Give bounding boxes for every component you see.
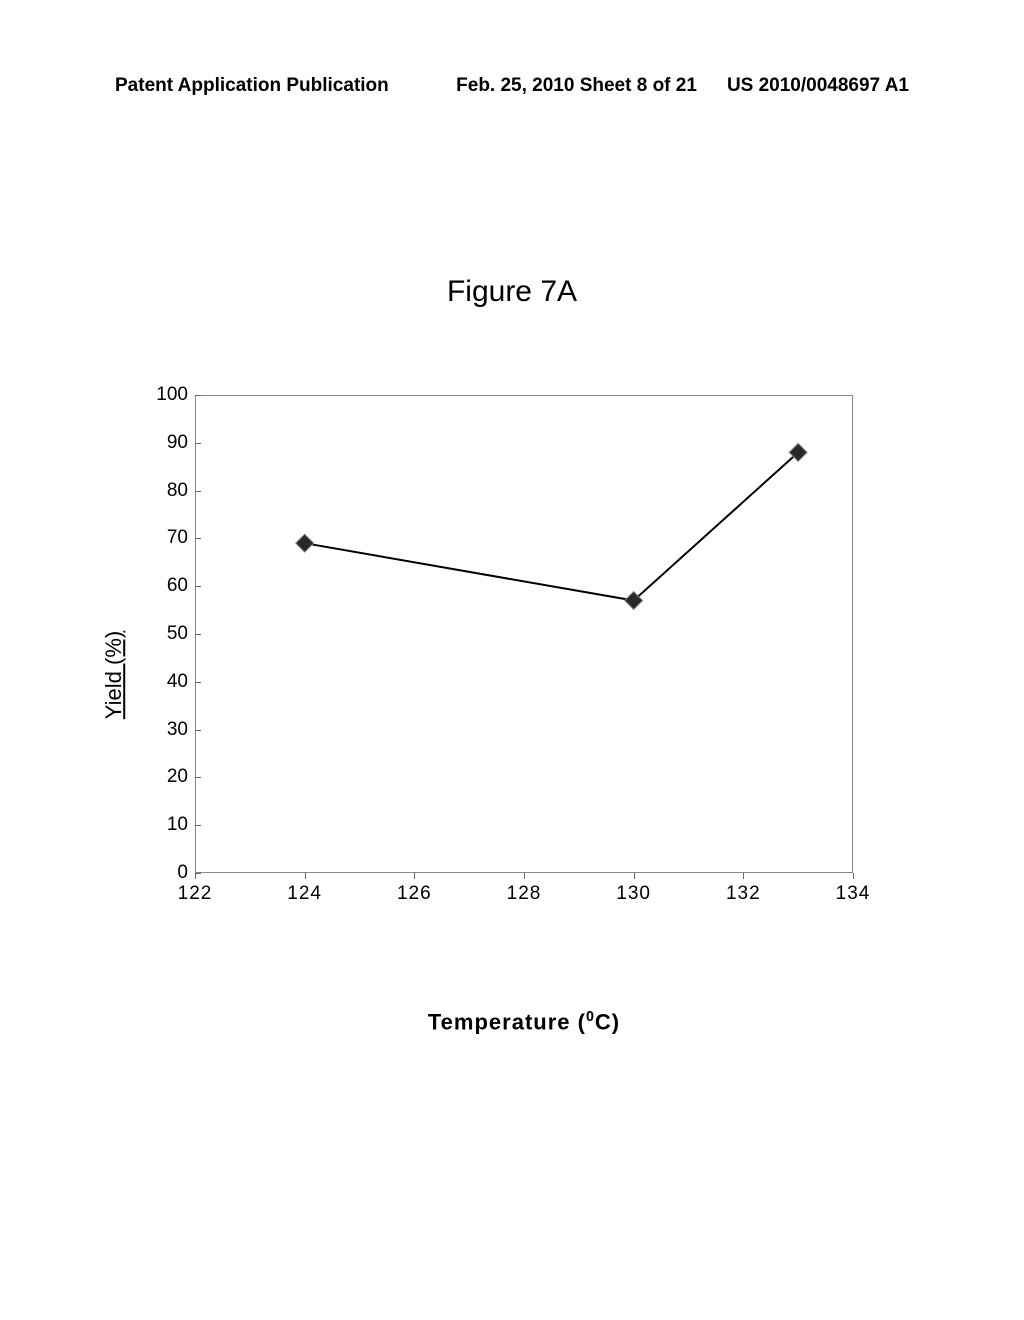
header-center: Feb. 25, 2010 Sheet 8 of 21: [456, 75, 697, 97]
y-tick-mark: [195, 586, 201, 587]
header-left: Patent Application Publication: [115, 75, 389, 97]
y-tick-label: 30: [138, 719, 188, 741]
x-tick-mark: [853, 873, 854, 879]
x-tick-label: 134: [828, 883, 878, 905]
y-tick-label: 100: [138, 384, 188, 406]
y-tick-mark: [195, 682, 201, 683]
x-tick-label: 126: [389, 883, 439, 905]
y-tick-mark: [195, 634, 201, 635]
header-right: US 2010/0048697 A1: [727, 75, 909, 97]
header-right-group: Feb. 25, 2010 Sheet 8 of 21 US 2010/0048…: [456, 75, 909, 97]
y-tick-mark: [195, 395, 201, 396]
y-tick-mark: [195, 825, 201, 826]
x-tick-mark: [634, 873, 635, 879]
x-tick-mark: [305, 873, 306, 879]
x-tick-mark: [414, 873, 415, 879]
y-tick-mark: [195, 777, 201, 778]
chart-data-svg: [195, 395, 853, 873]
y-tick-mark: [195, 538, 201, 539]
y-tick-label: 90: [138, 432, 188, 454]
x-tick-mark: [195, 873, 196, 879]
x-tick-label: 122: [170, 883, 220, 905]
y-tick-mark: [195, 443, 201, 444]
x-tick-label: 130: [609, 883, 659, 905]
chart-line: [305, 452, 799, 600]
x-tick-mark: [743, 873, 744, 879]
x-tick-mark: [524, 873, 525, 879]
yield-temperature-chart: Yield (%) 0102030405060708090100 1221241…: [120, 395, 890, 955]
x-tick-label: 124: [280, 883, 330, 905]
y-tick-mark: [195, 730, 201, 731]
y-tick-label: 20: [138, 766, 188, 788]
x-tick-label: 128: [499, 883, 549, 905]
y-tick-label: 0: [138, 862, 188, 884]
y-axis-label: Yield (%): [101, 631, 127, 719]
y-tick-mark: [195, 491, 201, 492]
y-tick-label: 70: [138, 527, 188, 549]
y-tick-label: 80: [138, 480, 188, 502]
data-marker: [296, 534, 314, 552]
y-tick-label: 40: [138, 671, 188, 693]
y-tick-label: 60: [138, 575, 188, 597]
y-tick-label: 10: [138, 814, 188, 836]
y-tick-label: 50: [138, 623, 188, 645]
x-tick-label: 132: [718, 883, 768, 905]
patent-header: Patent Application Publication Feb. 25, …: [0, 75, 1024, 97]
figure-title: Figure 7A: [0, 275, 1024, 309]
x-axis-label: Temperature (0C): [195, 1009, 853, 1035]
